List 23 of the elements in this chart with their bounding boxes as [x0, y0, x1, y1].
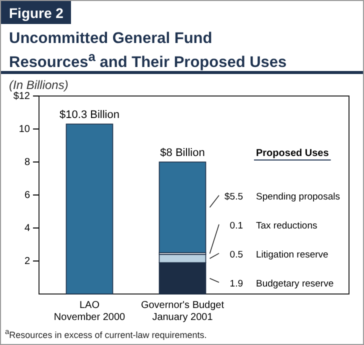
- data-label: 1.9: [230, 278, 243, 290]
- text: $^{a}$Resources in excess of current-law requirements.: [5, 327, 207, 340]
- caption: Figure 2: [1, 1, 72, 24]
- text: Spending proposals: [256, 191, 340, 202]
- total-label: $10.3 Billion: [60, 109, 120, 122]
- total-label: $8 Billion: [160, 147, 205, 159]
- data-label: $5.5: [224, 191, 243, 202]
- text: Budgetary reserve: [256, 278, 334, 290]
- legend-title: Proposed Uses: [256, 148, 330, 159]
- text: Tax reductions: [256, 220, 318, 232]
- y-tick-label: 8: [24, 157, 30, 168]
- data-label: 0.1: [230, 220, 243, 232]
- text: Litigation reserve: [256, 249, 328, 260]
- y-tick-label: 6: [24, 190, 30, 202]
- chart-title: Uncommitted General Fund Resources$^{a}$ and Their Proposed Uses: [9, 30, 288, 72]
- chart-subtitle: (In Billions): [9, 78, 68, 92]
- y-tick-label: $12: [13, 91, 30, 102]
- data-label: 0.5: [230, 249, 243, 260]
- y-tick-label: 10: [18, 124, 30, 136]
- y-tick-label: 2: [24, 256, 30, 268]
- x-tick-label: LAO November 2000: [54, 300, 126, 323]
- x-tick-label: Governor's Budget January 2001: [140, 300, 224, 323]
- y-tick-label: 4: [24, 223, 30, 234]
